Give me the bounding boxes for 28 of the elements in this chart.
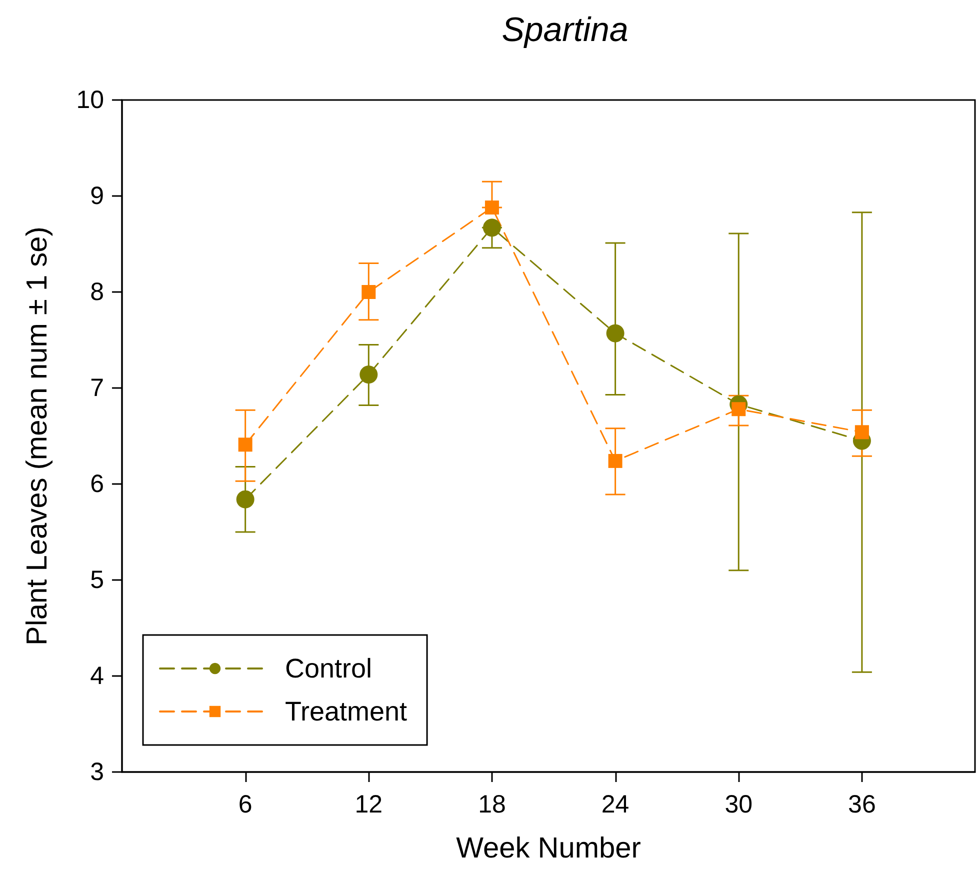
y-tick-label: 6 xyxy=(90,470,104,498)
x-tick-label: 24 xyxy=(601,790,630,818)
point xyxy=(360,366,378,384)
legend-label: Treatment xyxy=(285,696,408,726)
y-tick-label: 7 xyxy=(90,374,104,402)
x-tick-label: 12 xyxy=(354,790,383,818)
y-tick-label: 4 xyxy=(90,662,104,690)
y-tick-label: 10 xyxy=(76,86,104,114)
point xyxy=(482,218,501,237)
point xyxy=(854,425,869,440)
legend-label: Control xyxy=(285,654,372,684)
point xyxy=(362,285,376,299)
point xyxy=(606,324,624,342)
x-tick-label: 6 xyxy=(238,790,252,818)
point xyxy=(484,200,499,215)
x-tick-label: 36 xyxy=(848,790,876,818)
x-tick-label: 18 xyxy=(478,790,506,818)
y-tick-label: 9 xyxy=(90,182,104,210)
y-tick-label: 8 xyxy=(90,278,104,306)
point xyxy=(236,490,254,508)
x-axis-title: Week Number xyxy=(456,832,642,864)
y-tick-label: 5 xyxy=(90,566,104,594)
point xyxy=(608,454,622,468)
x-tick-label: 30 xyxy=(724,790,753,818)
y-tick-label: 3 xyxy=(90,758,104,786)
chart-title: Spartina xyxy=(502,11,628,49)
y-axis-title: Plant Leaves (mean num ± 1 se) xyxy=(22,226,54,646)
point xyxy=(238,438,252,452)
